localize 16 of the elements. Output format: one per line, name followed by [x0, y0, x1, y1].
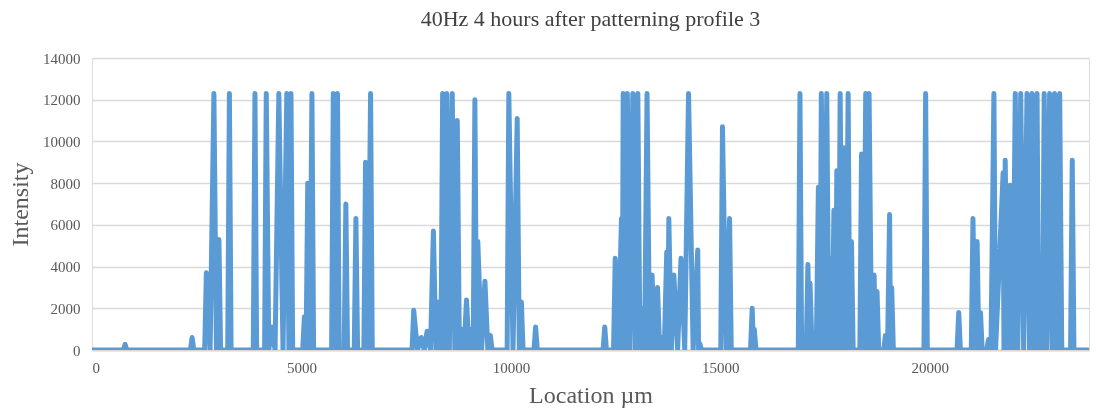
- y-tick-label: 0: [73, 342, 81, 359]
- x-tick-label: 20000: [911, 359, 950, 376]
- y-tick-label: 10000: [43, 133, 81, 150]
- y-tick-label: 14000: [43, 50, 81, 67]
- y-tick-label: 6000: [50, 217, 81, 234]
- y-tick-label: 12000: [43, 92, 81, 109]
- y-tick-label: 8000: [50, 175, 81, 192]
- x-tick-label: 15000: [702, 359, 740, 376]
- y-axis-title: Intensity: [7, 162, 33, 247]
- chart-title: 40Hz 4 hours after patterning profile 3: [420, 6, 761, 31]
- x-tick-label: 10000: [492, 359, 531, 376]
- y-tick-label: 4000: [50, 259, 81, 276]
- x-tick-label: 0: [92, 359, 100, 376]
- y-tick-label: 2000: [50, 300, 81, 317]
- x-axis-title: Location µm: [529, 381, 654, 408]
- x-tick-label: 5000: [286, 359, 317, 376]
